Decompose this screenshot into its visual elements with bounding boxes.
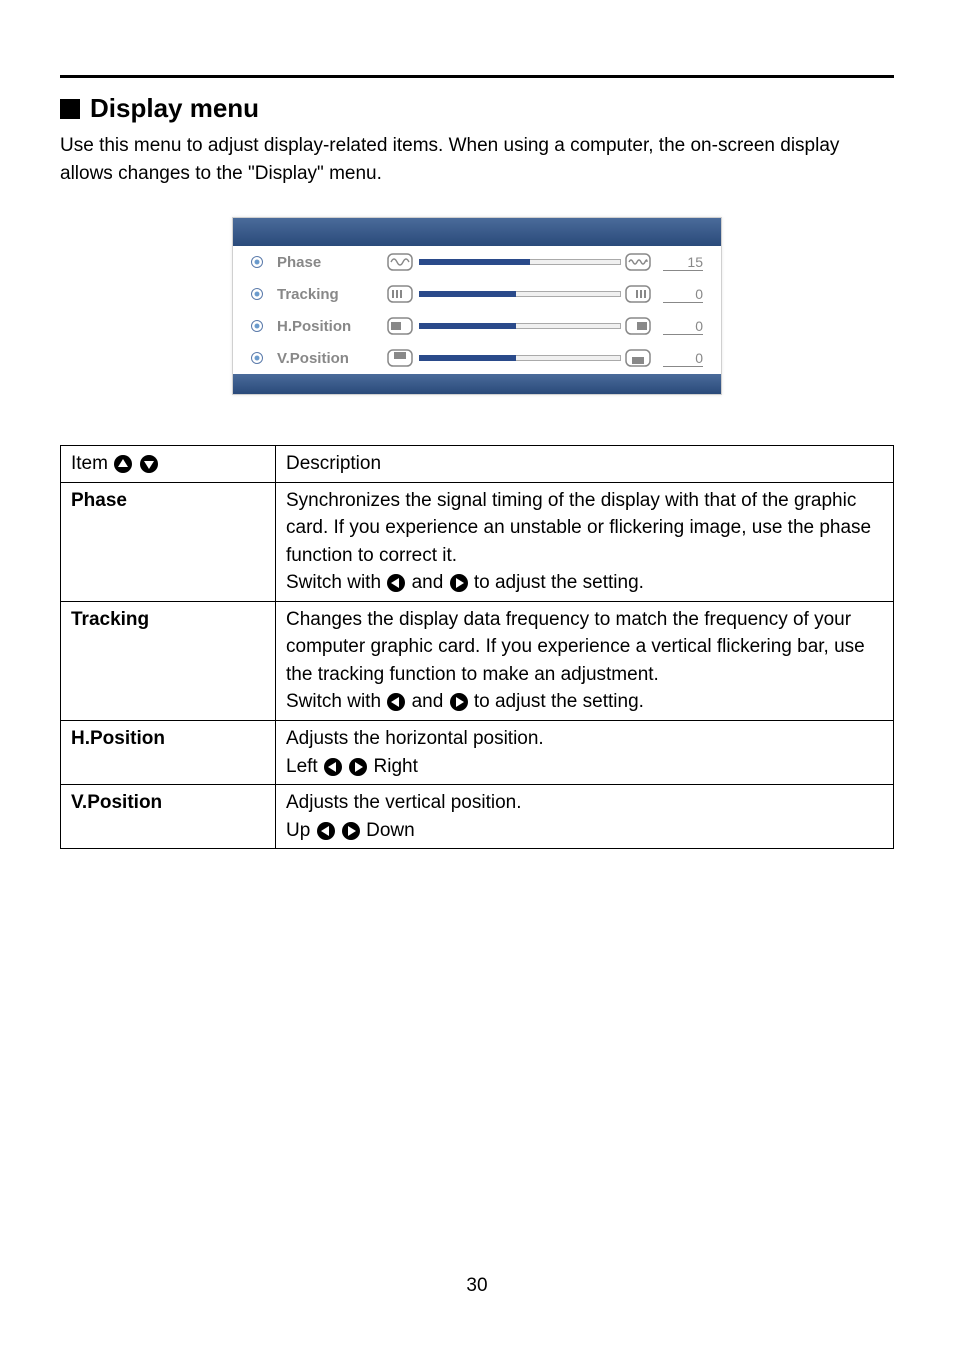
intro-text: Use this menu to adjust display-related … <box>60 132 894 187</box>
item-description: Adjusts the horizontal position.Left Rig… <box>276 721 894 785</box>
table-row: PhaseSynchronizes the signal timing of t… <box>61 482 894 601</box>
table-header-item: Item <box>61 446 276 483</box>
left-arrow-icon <box>317 822 335 840</box>
section-title-text: Display menu <box>90 93 259 124</box>
slider-min-icon <box>387 285 415 303</box>
osd-value: 0 <box>663 350 703 367</box>
osd-value: 0 <box>663 318 703 335</box>
radio-icon <box>251 288 263 300</box>
left-arrow-icon <box>324 758 342 776</box>
item-name: V.Position <box>61 785 276 849</box>
bullet-square-icon <box>60 99 80 119</box>
osd-label: Phase <box>277 254 387 271</box>
osd-value: 0 <box>663 286 703 303</box>
slider-max-icon <box>625 285 653 303</box>
slider-max-icon <box>625 317 653 335</box>
osd-header <box>233 218 721 246</box>
slider-min-icon <box>387 349 415 367</box>
down-arrow-icon <box>140 455 158 473</box>
osd-slider <box>419 319 621 333</box>
radio-icon <box>251 256 263 268</box>
description-table: Item Description PhaseSynchronizes the s… <box>60 445 894 849</box>
right-arrow-icon <box>349 758 367 776</box>
left-arrow-icon <box>387 574 405 592</box>
table-row: V.PositionAdjusts the vertical position.… <box>61 785 894 849</box>
osd-footer <box>233 374 721 394</box>
page-number: 30 <box>0 1275 954 1297</box>
item-description: Adjusts the vertical position.Up Down <box>276 785 894 849</box>
item-name: H.Position <box>61 721 276 785</box>
table-row: H.PositionAdjusts the horizontal positio… <box>61 721 894 785</box>
section-title: Display menu <box>60 93 894 124</box>
slider-min-icon <box>387 253 415 271</box>
osd-value: 15 <box>663 254 703 271</box>
osd-panel: Phase 15 Tracking 0 H.Position 0 V.Position 0 <box>232 217 722 395</box>
slider-min-icon <box>387 317 415 335</box>
header-item-text: Item <box>71 453 108 474</box>
table-header-desc: Description <box>276 446 894 483</box>
right-arrow-icon <box>450 693 468 711</box>
slider-max-icon <box>625 349 653 367</box>
osd-slider <box>419 287 621 301</box>
osd-label: V.Position <box>277 350 387 367</box>
osd-row: Tracking 0 <box>233 278 721 310</box>
table-row: TrackingChanges the display data frequen… <box>61 601 894 720</box>
item-name: Tracking <box>61 601 276 720</box>
osd-slider <box>419 351 621 365</box>
radio-icon <box>251 320 263 332</box>
right-arrow-icon <box>342 822 360 840</box>
osd-row: H.Position 0 <box>233 310 721 342</box>
item-name: Phase <box>61 482 276 601</box>
up-arrow-icon <box>114 455 132 473</box>
osd-label: Tracking <box>277 286 387 303</box>
slider-max-icon <box>625 253 653 271</box>
radio-icon <box>251 352 263 364</box>
osd-label: H.Position <box>277 318 387 335</box>
item-description: Changes the display data frequency to ma… <box>276 601 894 720</box>
right-arrow-icon <box>450 574 468 592</box>
osd-row: V.Position 0 <box>233 342 721 374</box>
left-arrow-icon <box>387 693 405 711</box>
item-description: Synchronizes the signal timing of the di… <box>276 482 894 601</box>
osd-row: Phase 15 <box>233 246 721 278</box>
osd-slider <box>419 255 621 269</box>
